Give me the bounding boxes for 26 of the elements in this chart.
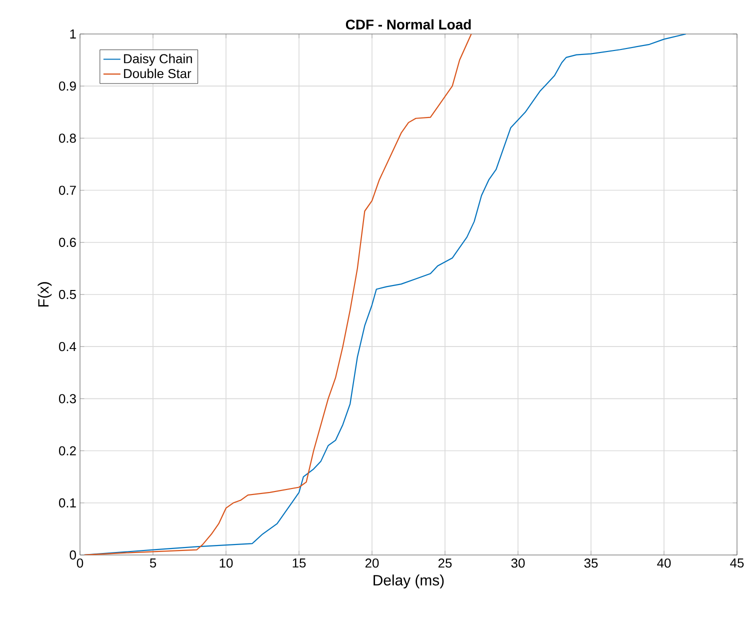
chart-title: CDF - Normal Load (346, 19, 471, 30)
x-tick-label: 40 (657, 558, 671, 568)
y-tick-label: 0.3 (58, 394, 76, 404)
x-tick-label: 20 (365, 558, 379, 568)
x-tick-label: 35 (584, 558, 598, 568)
x-tick-label: 10 (220, 558, 233, 568)
y-tick-label: 0.2 (58, 446, 76, 456)
y-tick-label: 0 (70, 550, 76, 560)
x-tick-label: 30 (511, 558, 525, 568)
y-tick-label: 0.8 (58, 134, 76, 143)
x-tick-label: 0 (76, 558, 84, 568)
x-tick-label: 15 (292, 558, 306, 568)
y-tick-label: 0.5 (58, 290, 76, 300)
legend-label: Daisy Chain (124, 54, 192, 66)
y-tick-label: 0.6 (58, 238, 76, 247)
x-axis-title: Delay (ms) (374, 574, 444, 588)
y-tick-label: 0.4 (58, 342, 76, 352)
x-tick-label: 45 (730, 558, 744, 568)
y-tick-label: 1 (70, 30, 76, 38)
y-tick-label: 0.1 (58, 498, 76, 508)
legend-label: Double Star (124, 68, 192, 78)
y-tick-label: 0.7 (58, 186, 76, 195)
y-tick-label: 0.9 (58, 81, 76, 91)
x-tick-label: 25 (438, 558, 452, 568)
y-axis-title: F(x) (38, 282, 52, 307)
x-tick-label: 5 (150, 558, 156, 568)
